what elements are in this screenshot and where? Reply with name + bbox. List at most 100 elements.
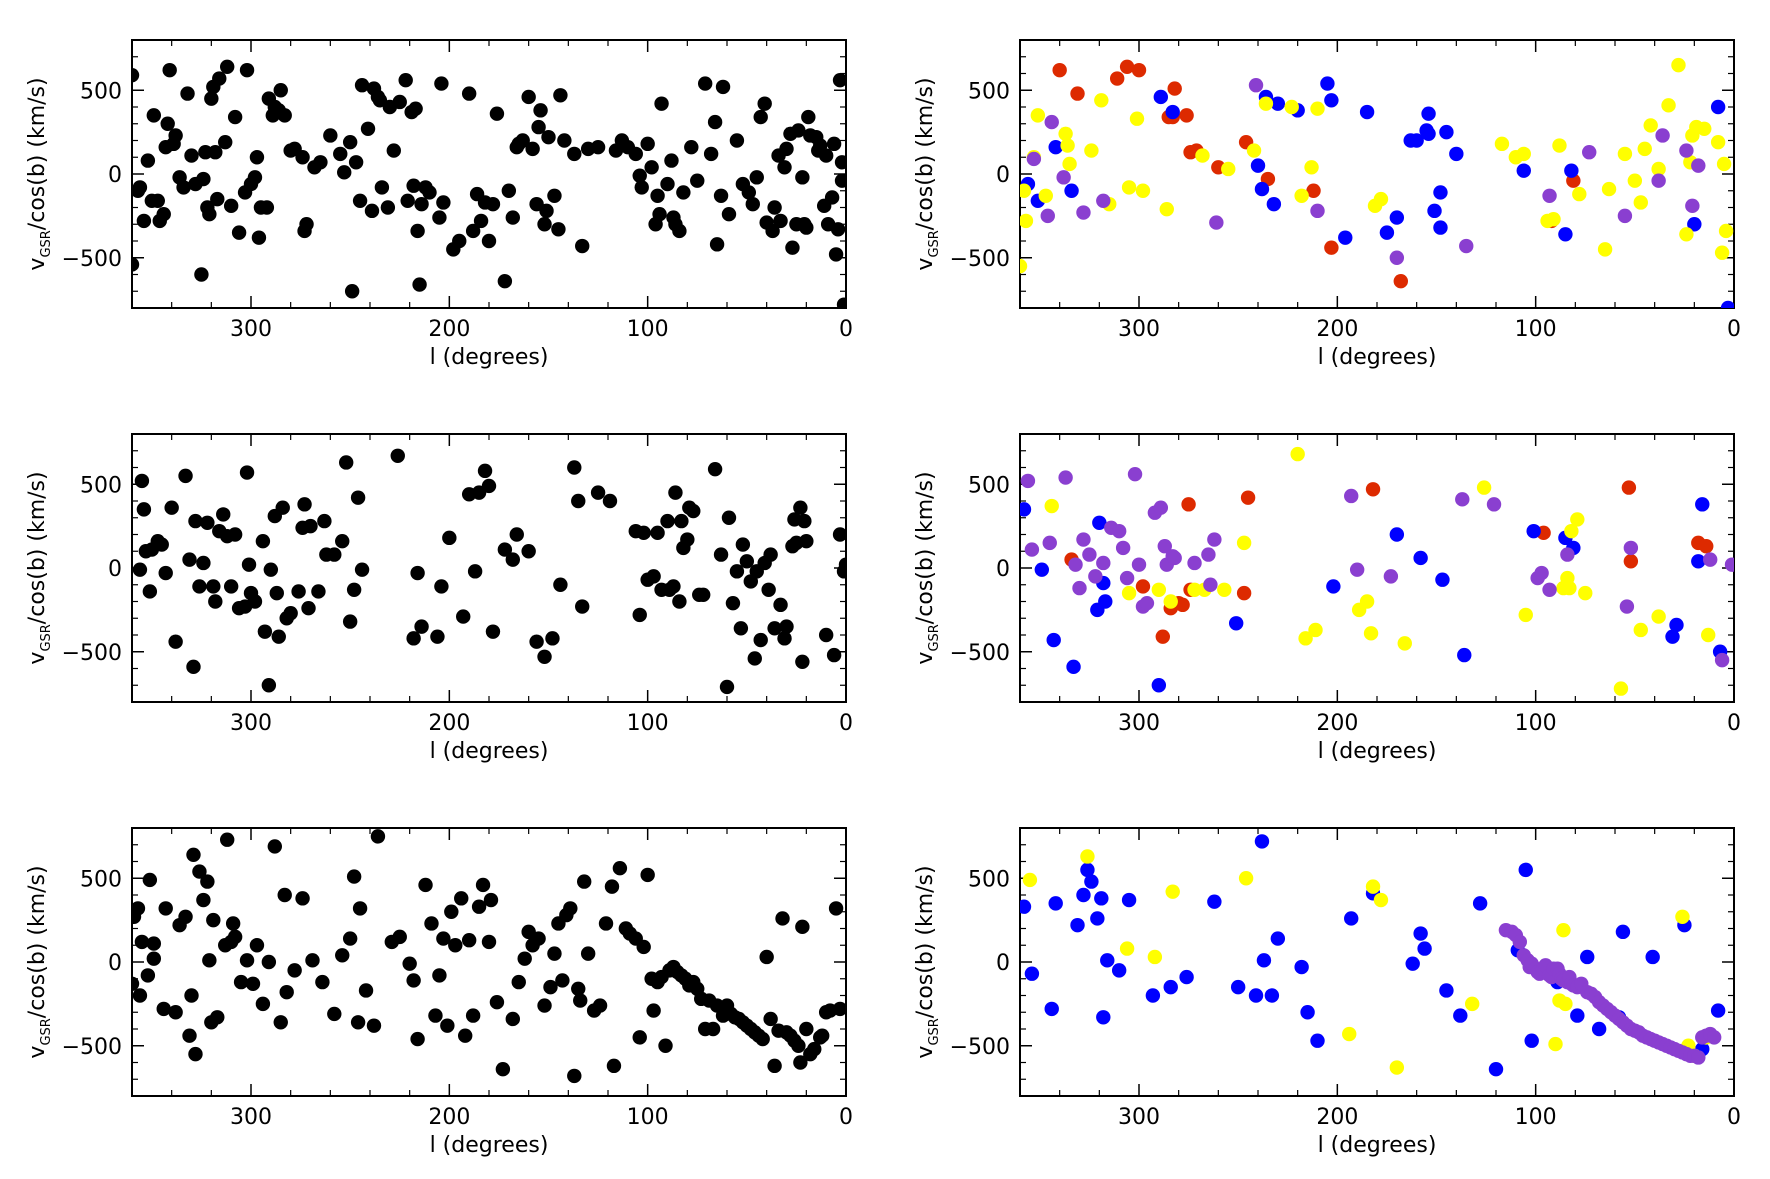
data-point-blue [1326, 579, 1341, 594]
data-point-blue [1044, 1001, 1059, 1017]
data-point [541, 129, 556, 145]
data-point [537, 217, 552, 232]
data-point-blue [1121, 892, 1137, 908]
data-point [259, 200, 275, 215]
data-point-purple [1139, 595, 1155, 611]
data-point-blue [1413, 550, 1428, 566]
data-point [590, 485, 606, 500]
data-point-yellow [1570, 512, 1585, 527]
y-tick-label: 0 [996, 163, 1010, 188]
data-point [501, 183, 517, 198]
data-point-purple [1679, 143, 1694, 158]
data-point [777, 160, 792, 175]
data-point-blue [1179, 969, 1194, 985]
data-point [255, 534, 271, 549]
data-point-purple [1655, 128, 1670, 143]
data-point [158, 565, 173, 581]
data-point-yellow [1187, 582, 1202, 597]
data-point [261, 954, 277, 970]
data-point-yellow [1060, 138, 1075, 153]
data-point-blue [1488, 1062, 1504, 1077]
data-point [799, 220, 814, 235]
data-point-purple [1201, 547, 1216, 562]
data-point [791, 123, 806, 138]
x-axis-label: l (degrees) [1318, 739, 1437, 764]
data-point-blue [1439, 124, 1454, 140]
data-point [775, 911, 790, 926]
data-point [212, 71, 227, 86]
data-point [551, 222, 566, 237]
y-tick-label: −500 [950, 1035, 1010, 1060]
data-point [636, 525, 651, 541]
data-point [765, 223, 780, 239]
data-point [745, 196, 760, 212]
data-point-blue [1433, 185, 1448, 200]
data-point-blue [1516, 163, 1531, 178]
data-point [791, 1038, 806, 1053]
data-point [227, 929, 243, 945]
data-point-purple [1724, 557, 1734, 572]
data-point-red [1236, 585, 1252, 601]
data-point [432, 210, 447, 225]
data-point [686, 503, 701, 519]
data-point [134, 934, 150, 950]
data-point [231, 225, 247, 240]
data-point [176, 180, 191, 195]
data-point-purple [1058, 470, 1073, 485]
data-point [563, 901, 578, 916]
data-point [223, 198, 239, 214]
data-point [168, 634, 183, 649]
data-point-purple [1455, 492, 1470, 507]
data-point-yellow [1238, 871, 1254, 886]
data-point-purple [1691, 158, 1706, 173]
data-point [477, 463, 493, 479]
data-point-purple [1131, 557, 1147, 572]
data-point [436, 931, 451, 946]
data-point [707, 114, 723, 130]
data-point-purple [1207, 532, 1222, 547]
data-point [481, 233, 497, 249]
data-point-blue [1250, 158, 1266, 173]
data-point-blue [1379, 225, 1395, 240]
data-point [352, 193, 368, 208]
data-point [612, 861, 628, 876]
data-point [795, 654, 810, 669]
data-point-blue [1294, 959, 1309, 975]
data-point-red [1699, 539, 1714, 554]
data-point-blue [1457, 647, 1472, 663]
data-point [713, 547, 729, 562]
x-tick-label: 200 [1316, 317, 1358, 342]
data-point-blue [1111, 963, 1127, 978]
data-point [777, 631, 792, 646]
data-point-yellow [1671, 57, 1686, 73]
data-point [531, 931, 546, 946]
data-point [132, 976, 140, 991]
data-point [773, 597, 788, 613]
data-point [418, 877, 433, 893]
data-point [793, 500, 808, 515]
data-point-purple [1072, 580, 1087, 596]
data-point-yellow [1679, 227, 1694, 242]
data-point [287, 963, 302, 978]
data-point [567, 460, 582, 475]
data-point-yellow [1135, 183, 1151, 198]
data-point-blue [1324, 93, 1339, 108]
x-tick-label: 100 [627, 711, 669, 736]
data-point-yellow [1564, 523, 1579, 539]
data-point-blue [1092, 515, 1107, 530]
x-tick-label: 300 [1118, 1105, 1160, 1130]
data-point-yellow [1714, 245, 1730, 260]
data-point-purple [1076, 205, 1091, 220]
data-point [269, 585, 284, 601]
data-point [440, 1018, 455, 1033]
data-point [761, 582, 776, 597]
y-tick-label: −500 [62, 247, 122, 272]
data-point [666, 579, 681, 594]
data-point [227, 527, 243, 542]
data-point [747, 651, 762, 666]
data-point [436, 195, 451, 210]
data-point-yellow [1518, 607, 1533, 623]
